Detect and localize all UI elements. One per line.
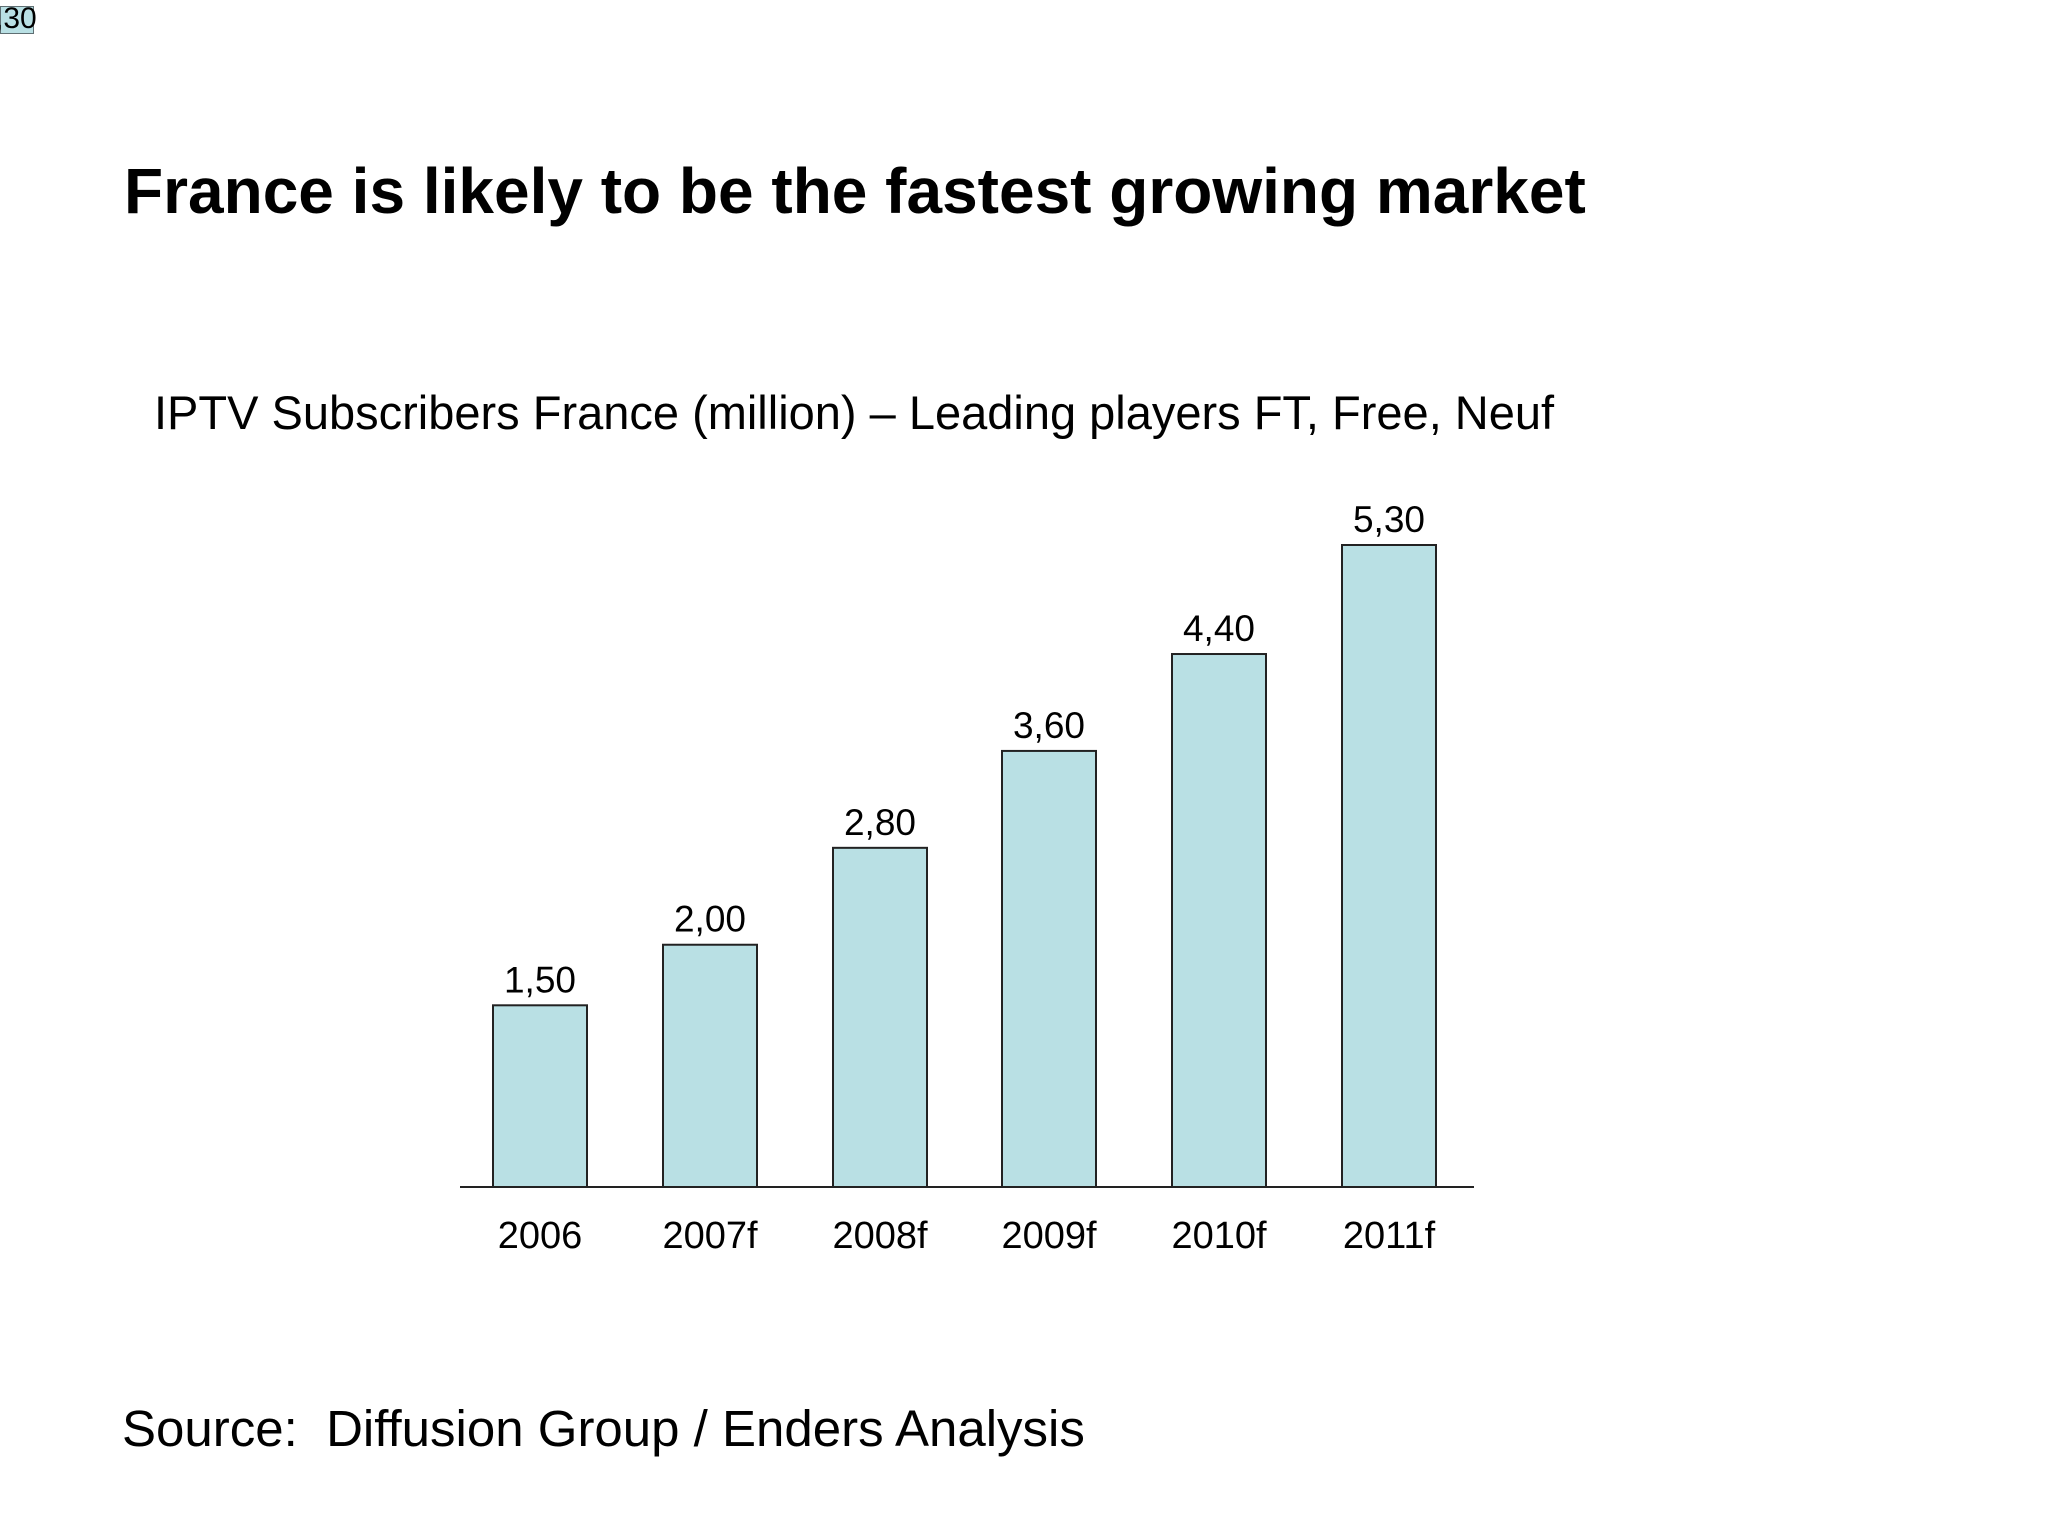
chart-title: IPTV Subscribers France (million) – Lead… [154, 386, 1555, 439]
x-tick-label-2007f: 2007f [662, 1215, 758, 1257]
x-tick-label-2008f: 2008f [832, 1215, 928, 1257]
slide-title: France is likely to be the fastest growi… [124, 155, 1586, 227]
source-note: Source: Diffusion Group / Enders Analysi… [122, 1400, 1085, 1457]
bar-2006 [492, 1004, 588, 1188]
bars-layer [492, 544, 1437, 1188]
corner-label-fragment: ,30 [0, 0, 37, 38]
value-label-2011f: 5,30 [1353, 499, 1425, 540]
x-tick-labels-layer: 2006 2007f 2008f 2009f 2010f 2011f [498, 1215, 1436, 1257]
x-tick-label-2011f: 2011f [1343, 1215, 1436, 1257]
corner-value-text: ,30 [0, 2, 37, 35]
bar-2009f [1001, 749, 1097, 1188]
corner-color-swatch [0, 6, 34, 34]
value-label-2009f: 3,60 [1013, 705, 1085, 746]
value-labels-layer: 1,50 2,00 2,80 3,60 4,40 5,30 [504, 499, 1425, 1000]
x-tick-label-2009f: 2009f [1001, 1215, 1097, 1257]
x-tick-label-2006: 2006 [498, 1215, 583, 1257]
bar-2011f [1341, 544, 1437, 1188]
bar-2007f [662, 943, 758, 1188]
bar-2008f [832, 846, 928, 1188]
value-label-2006: 1,50 [504, 959, 576, 1000]
value-label-2008f: 2,80 [844, 802, 916, 843]
x-tick-label-2010f: 2010f [1171, 1215, 1267, 1257]
value-label-2010f: 4,40 [1183, 608, 1255, 649]
value-label-2007f: 2,00 [674, 899, 746, 940]
bar-2010f [1171, 653, 1267, 1188]
